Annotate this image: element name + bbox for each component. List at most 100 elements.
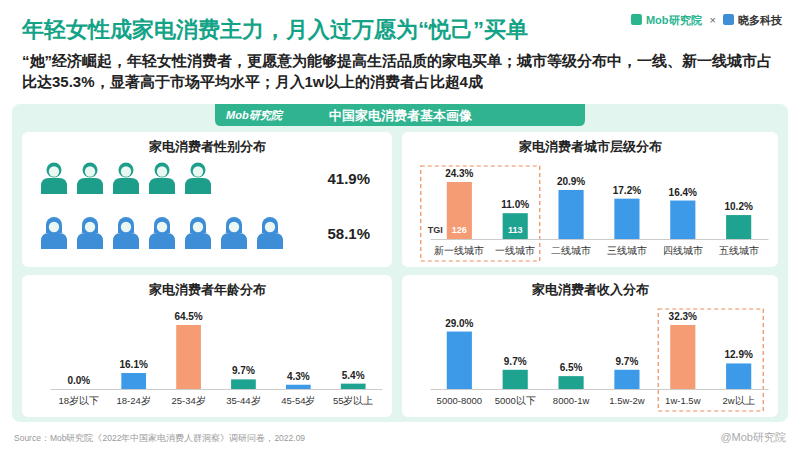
tick-label: 5000以下 — [495, 395, 536, 406]
icon-face — [49, 166, 59, 176]
panel — [402, 132, 778, 267]
icon-body — [149, 178, 175, 194]
tick: 一线城市 — [495, 245, 535, 256]
container — [12, 104, 788, 422]
tick-label: 新一线城市 — [434, 245, 484, 256]
tick-label: 5000-8000 — [437, 395, 482, 406]
x-axis: 5000-80005000以下8000-1w1.5w-2w1w-1.5w2w以上 — [431, 390, 769, 406]
text-line: “她”经济崛起，年轻女性消费者，更愿意为能够提高生活品质的家电买单；城市等级分布… — [22, 52, 772, 69]
tick: 5000-8000 — [437, 395, 482, 406]
panel — [402, 275, 778, 417]
data-label: 16.4% — [669, 187, 697, 198]
bars — [447, 325, 751, 389]
person-icon — [77, 163, 103, 195]
tick-label: 45-54岁 — [281, 395, 315, 406]
person-icon — [77, 217, 103, 249]
banner — [215, 104, 585, 126]
icon-face — [193, 222, 203, 232]
icon-body — [221, 233, 247, 249]
tick: 四线城市 — [663, 245, 703, 256]
text-line: 比达35.3%，显著高于市场平均水平；月入1w以上的消费者占比超4成 — [22, 73, 483, 90]
highlight-box — [658, 309, 763, 411]
tick: 18-24岁 — [117, 395, 151, 406]
panel — [22, 132, 392, 267]
data-label: 58.1% — [327, 225, 370, 242]
icon-body — [77, 178, 103, 194]
person-icon — [257, 217, 283, 249]
bar — [726, 363, 751, 389]
icon-hair — [154, 217, 170, 233]
x-axis: 18岁以下18-24岁25-34岁35-44岁45-54岁55岁以上 — [51, 390, 383, 406]
icon-body — [41, 233, 67, 249]
data-label: 17.2% — [613, 185, 641, 196]
data-label: 11.0% — [501, 199, 529, 210]
tick-label: 35-44岁 — [226, 395, 260, 406]
tick: 三线城市 — [607, 245, 647, 256]
icon-face — [157, 166, 167, 176]
partner-logo: 晓多科技 — [738, 14, 783, 26]
icon-body — [185, 178, 211, 194]
tick-label: 四线城市 — [663, 245, 703, 256]
logo-icon — [631, 14, 642, 25]
icon-body — [41, 178, 67, 194]
tick-label: 25-34岁 — [171, 395, 205, 406]
bar — [670, 325, 695, 389]
axis-line — [431, 389, 769, 390]
data-label: 16.1% — [120, 359, 148, 370]
person-icon — [185, 217, 211, 249]
icon-hair — [191, 163, 206, 178]
bar — [286, 385, 311, 389]
title: 年轻女性成家电消费主力，月入过万愿为“悦己”买单 — [21, 17, 528, 42]
icon-hair — [226, 217, 242, 233]
tick-label: 三线城市 — [607, 245, 647, 256]
data-label: 24.3% — [445, 168, 473, 179]
bar — [503, 370, 528, 389]
tick-label: 18-24岁 — [117, 395, 151, 406]
icon-face — [157, 222, 167, 232]
tick: 45-54岁 — [281, 395, 315, 406]
bar — [503, 213, 528, 239]
axis-line — [51, 389, 383, 390]
icon-body — [77, 233, 103, 249]
icon-face — [49, 222, 59, 232]
data-label: 4.3% — [287, 371, 310, 382]
icon-row — [41, 217, 283, 249]
watermark: @Mob研究院 — [720, 431, 786, 443]
bar — [341, 384, 366, 389]
logo: Mob研究院 — [646, 14, 702, 26]
tick: 8000-1w — [553, 395, 590, 406]
bar — [121, 373, 146, 389]
data-label: 9.7% — [504, 356, 527, 367]
panel-title: 家电消费者城市层级分布 — [518, 139, 662, 154]
subtitle: “她”经济崛起，年轻女性消费者，更愿意为能够提高生活品质的家电买单；城市等级分布… — [22, 52, 772, 90]
banner-title: 中国家电消费者基本画像 — [329, 108, 473, 123]
data-label: 9.7% — [616, 356, 639, 367]
infographic: 年轻女性成家电消费主力，月入过万愿为“悦己”买单晓多科技×Mob研究院“她”经济… — [0, 0, 800, 450]
icon-body — [185, 233, 211, 249]
icon-body — [113, 178, 139, 194]
tick: 五线城市 — [719, 245, 759, 256]
tick: 35-44岁 — [226, 395, 260, 406]
data-label: 9.7% — [232, 365, 255, 376]
data-label: 20.9% — [557, 176, 585, 187]
tick: 二线城市 — [551, 245, 591, 256]
person-icon — [41, 217, 67, 249]
icon-face — [229, 222, 239, 232]
tick: 1w-1.5w — [665, 395, 701, 406]
bar — [726, 215, 751, 239]
bar — [66, 389, 91, 390]
panel-title: 家电消费者收入分布 — [531, 282, 649, 297]
data-label: 32.3% — [669, 311, 697, 322]
icon-body — [257, 233, 283, 249]
icon-hair — [190, 217, 206, 233]
background — [0, 0, 800, 450]
data-label: 64.5% — [174, 311, 202, 322]
icon-body — [113, 233, 139, 249]
bar — [670, 201, 695, 239]
data-label: 6.5% — [560, 362, 583, 373]
icon-row — [41, 163, 211, 195]
tick: 新一线城市 — [434, 245, 484, 256]
tick: 55岁以上 — [333, 395, 374, 406]
tick: 1.5w-2w — [609, 395, 645, 406]
icon-hair — [118, 217, 134, 233]
